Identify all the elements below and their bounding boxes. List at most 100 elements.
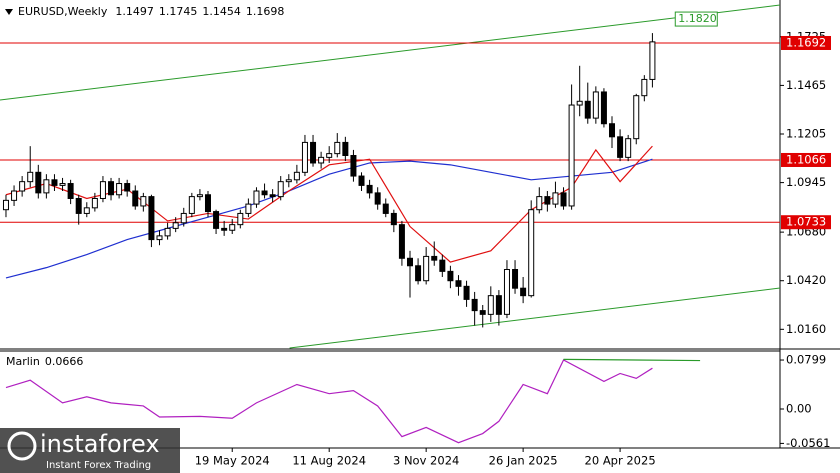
candle-body — [253, 190, 260, 205]
y-tick-label: 0.00 — [786, 402, 812, 416]
candle-body — [463, 285, 470, 300]
candle-body — [600, 91, 607, 125]
candle-body — [536, 196, 543, 211]
candle-body — [67, 183, 74, 199]
candle-body — [108, 181, 115, 196]
candle-body — [221, 227, 228, 231]
candle-body — [471, 298, 478, 312]
close: 1.1698 — [246, 5, 285, 18]
candle-body — [552, 192, 559, 205]
candle-body — [326, 153, 333, 158]
candle-body — [35, 171, 42, 194]
annotation-box — [674, 11, 718, 27]
level-label-box — [781, 35, 831, 50]
candle-body — [277, 181, 284, 198]
candle-body — [334, 141, 341, 155]
candle-body — [609, 123, 616, 138]
candle-body — [584, 100, 591, 119]
candle-body — [398, 224, 405, 259]
candle-body — [172, 222, 179, 229]
level-label: 1.1066 — [786, 152, 826, 166]
x-tick-label: 11 Aug 2024 — [292, 454, 366, 468]
moving-average — [5, 158, 653, 279]
candle-body — [116, 183, 123, 196]
level-label: 1.0733 — [786, 215, 826, 229]
candle-body — [59, 183, 66, 186]
candle-body — [124, 183, 131, 192]
candle-body — [544, 196, 551, 205]
candle-body — [455, 280, 462, 287]
candle-body — [528, 209, 535, 297]
indicator-value: 0.0666 — [45, 355, 84, 368]
candle-body — [245, 203, 252, 214]
candle-body — [269, 194, 276, 198]
x-tick-label: 3 Nov 2024 — [393, 454, 459, 468]
candle-body — [237, 212, 244, 226]
level-label-box — [781, 152, 831, 167]
watermark-tagline: Instant Forex Trading — [46, 460, 151, 471]
candle-body — [91, 197, 98, 209]
y-tick-label: 1.0945 — [786, 175, 826, 189]
candle-body — [310, 141, 317, 164]
candle-body — [229, 224, 236, 231]
candle-body — [487, 295, 494, 315]
candle-body — [560, 192, 567, 207]
x-tick-label: 20 Apr 2025 — [585, 454, 656, 468]
indicator-line — [563, 358, 701, 362]
candle-body — [633, 95, 640, 140]
y-tick-label: 1.0160 — [786, 322, 826, 336]
candle-body — [649, 41, 656, 80]
indicator-name: Marlin — [6, 355, 40, 368]
candle-body — [592, 91, 599, 119]
candle-body — [447, 270, 454, 282]
candle-body — [2, 199, 9, 211]
candle-body — [148, 196, 155, 241]
y-tick-label: 1.1205 — [786, 127, 826, 141]
candle-body — [318, 156, 325, 164]
x-tick-label: 26 Jan 2025 — [489, 454, 558, 468]
chart-header: EURUSD,Weekly 1.1497 1.1745 1.1454 1.1698 — [18, 5, 284, 18]
candle-body — [576, 100, 583, 106]
annotation: 1.1820 — [678, 12, 717, 25]
candle-body — [99, 181, 106, 199]
high: 1.1745 — [159, 5, 198, 18]
candle-body — [51, 179, 58, 186]
candle-body — [132, 190, 139, 207]
level-label: 1.1692 — [786, 35, 826, 49]
candle-body — [415, 265, 422, 282]
candle-body — [83, 207, 90, 214]
candle-body — [204, 194, 211, 213]
open: 1.1497 — [115, 5, 154, 18]
candle-body — [358, 175, 365, 186]
candle-body — [27, 171, 34, 183]
candle-body — [180, 212, 187, 224]
symbol: EURUSD,Weekly — [18, 5, 108, 18]
candle-body — [374, 192, 381, 205]
candle-body — [188, 196, 195, 214]
candle-body — [390, 212, 397, 226]
candle-body — [439, 259, 446, 272]
low: 1.1454 — [202, 5, 241, 18]
menu-triangle[interactable] — [5, 9, 13, 15]
watermark-logo — [7, 431, 37, 461]
candle-body — [285, 179, 292, 183]
candle-body — [479, 310, 486, 315]
y-tick-label: -0.0561 — [786, 436, 830, 450]
candle-body — [164, 227, 171, 237]
x-tick-label: 19 May 2024 — [195, 454, 270, 468]
candle-body — [196, 194, 203, 198]
candle-body — [382, 203, 389, 214]
candle-body — [140, 196, 147, 207]
candle-body — [156, 235, 163, 241]
trend-line — [0, 4, 781, 101]
candle-body — [19, 181, 26, 192]
candle-body — [625, 138, 632, 158]
candle-body — [503, 269, 510, 315]
candle-body — [75, 197, 82, 214]
candle-body — [641, 78, 648, 97]
candle-body — [11, 190, 18, 201]
watermark-brand: instaforex — [40, 430, 160, 458]
candle-body — [495, 295, 502, 315]
